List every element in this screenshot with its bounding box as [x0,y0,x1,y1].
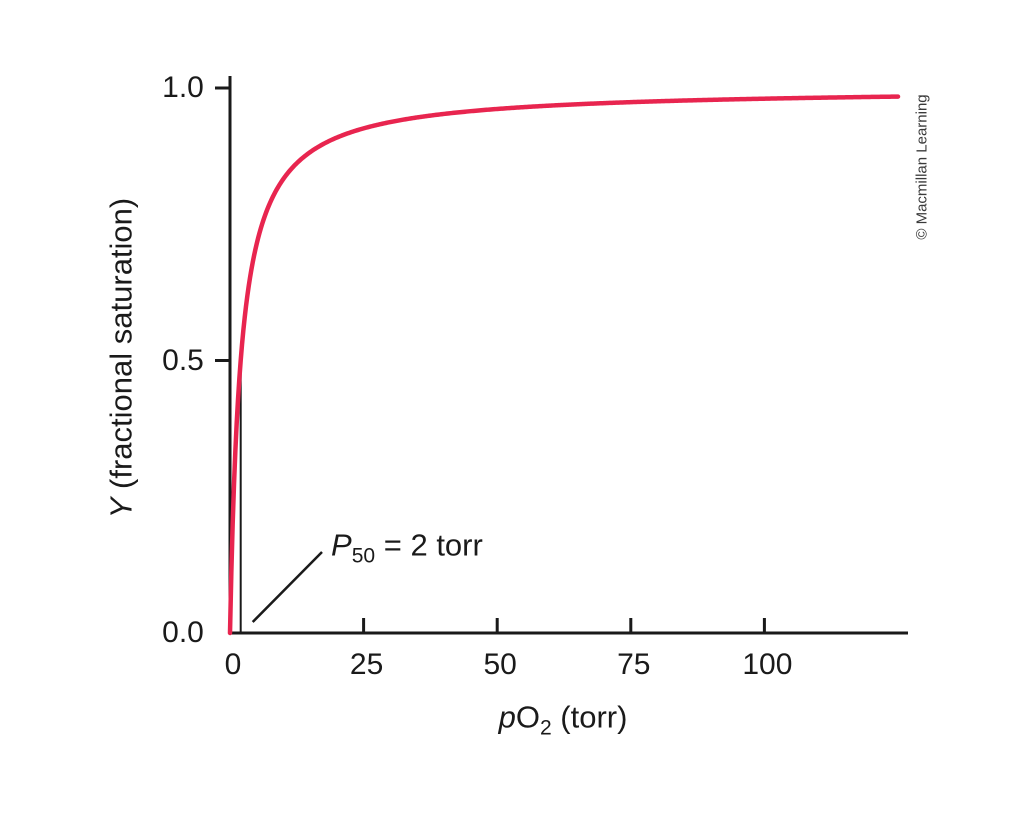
x-tick-label: 50 [483,648,517,681]
x-axis-label-symbol: p [498,699,516,735]
p50-annotation-subscript: 50 [351,544,376,568]
p50-pointer-line [251,551,323,623]
x-axis-label-base: O [515,699,540,735]
x-axis-label: pO2 (torr) [499,701,628,738]
x-tick-label: 0 [224,648,242,681]
x-axis-label-subscript: 2 [539,716,552,740]
x-axis-label-units: (torr) [551,699,628,735]
y-tick-label: 1.0 [162,71,204,104]
x-tick-label: 75 [617,648,651,681]
p50-annotation-symbol: P [331,527,352,563]
y-tick-label: 0.0 [162,616,204,649]
y-axis-label: Y (fractional saturation) [103,197,139,519]
p50-annotation-value: = 2 torr [375,527,483,563]
y-tick-label: 0.5 [162,343,204,377]
y-axis-label-text: (fractional saturation) [103,197,139,498]
saturation-curve [227,94,901,636]
x-tick-label: 100 [742,648,793,681]
p50-annotation: P50 = 2 torr [331,529,483,566]
y-axis-label-symbol: Y [103,497,139,519]
copyright-credit: © Macmillan Learning [913,94,931,240]
x-tick-label: 25 [349,648,384,681]
